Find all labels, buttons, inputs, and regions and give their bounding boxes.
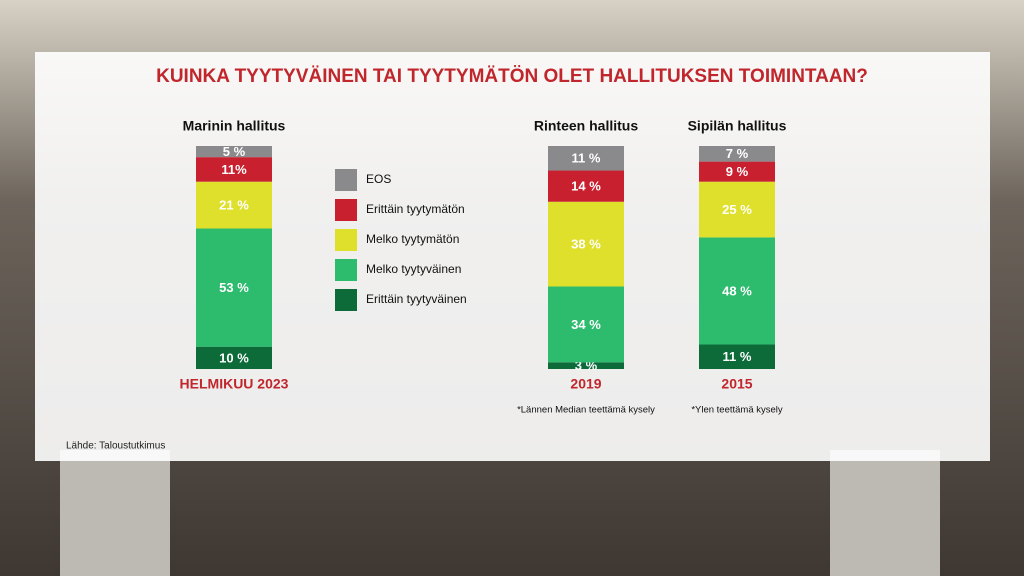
value-label: 10 % xyxy=(219,350,249,365)
category-label: Sipilän hallitus xyxy=(688,118,787,134)
legend-swatch xyxy=(335,229,357,251)
value-label: 11 % xyxy=(572,151,601,166)
bar-segment xyxy=(196,146,272,158)
value-label: 53 % xyxy=(219,280,249,295)
category-label: Rinteen hallitus xyxy=(534,118,638,134)
bar-segment xyxy=(196,346,272,369)
note: *Ylen teettämä kysely xyxy=(691,405,783,416)
pillar xyxy=(60,450,170,576)
bar-segment xyxy=(699,146,775,162)
legend-swatch xyxy=(335,199,357,221)
bar-segment xyxy=(548,170,624,202)
value-label: 7 % xyxy=(726,146,749,161)
bar-segment xyxy=(196,228,272,347)
value-label: 5 % xyxy=(223,144,246,159)
legend-label: Melko tyytymätön xyxy=(366,232,459,246)
legend-swatch xyxy=(335,169,357,191)
bar-segment xyxy=(548,362,624,369)
value-label: 25 % xyxy=(722,202,752,217)
bar-segment xyxy=(548,286,624,363)
value-label: 38 % xyxy=(571,237,601,252)
chart-title: KUINKA TYYTYVÄINEN TAI TYYTYMÄTÖN OLET H… xyxy=(156,66,868,87)
bar-segment xyxy=(548,201,624,287)
value-label: 11 % xyxy=(723,349,752,364)
value-label: 9 % xyxy=(726,164,749,179)
value-label: 21 % xyxy=(219,198,249,213)
panel xyxy=(35,52,990,461)
legend-label: Erittäin tyytymätön xyxy=(366,202,465,216)
note: *Lännen Median teettämä kysely xyxy=(517,405,655,416)
bar-segment xyxy=(196,181,272,229)
value-label: 48 % xyxy=(722,283,752,298)
bar-segment xyxy=(196,157,272,182)
value-label: 14 % xyxy=(571,179,601,194)
legend-label: Erittäin tyytyväinen xyxy=(366,292,467,306)
legend-label: EOS xyxy=(366,172,391,186)
bar-segment xyxy=(699,237,775,345)
category-label: Marinin hallitus xyxy=(183,118,286,134)
bar-segment xyxy=(548,146,624,171)
value-label: 34 % xyxy=(571,317,601,332)
period-label: HELMIKUU 2023 xyxy=(180,376,289,392)
value-label: 11% xyxy=(221,162,247,177)
legend-swatch xyxy=(335,259,357,281)
bar-segment xyxy=(699,161,775,182)
source: Lähde: Taloustutkimus xyxy=(66,441,165,452)
legend-label: Melko tyytyväinen xyxy=(366,262,461,276)
period-label: 2015 xyxy=(721,376,752,392)
legend-swatch xyxy=(335,289,357,311)
bar-segment xyxy=(699,181,775,238)
period-label: 2019 xyxy=(570,376,601,392)
bar-segment xyxy=(699,344,775,369)
pillar xyxy=(830,450,940,576)
